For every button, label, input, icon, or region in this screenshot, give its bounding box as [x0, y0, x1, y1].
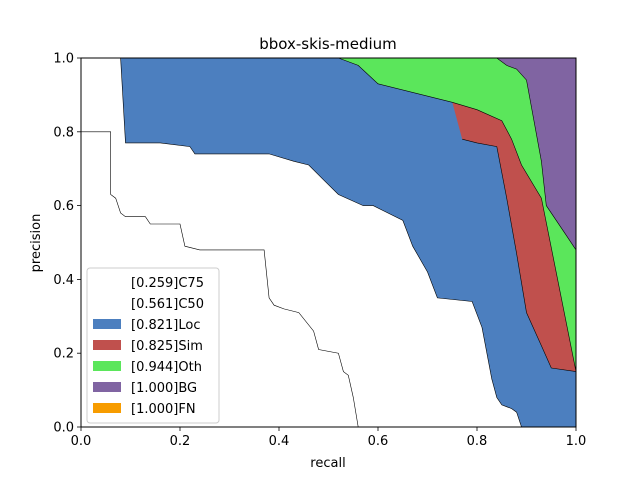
legend-swatch: [93, 361, 121, 371]
area-loc: [120, 58, 576, 427]
x-tick-label: 1.0: [566, 434, 587, 449]
legend-swatch: [93, 382, 121, 392]
legend-label: [0.561]C50: [131, 297, 204, 312]
area-sim: [145, 58, 576, 372]
legend-label: [1.000]FN: [131, 402, 196, 417]
x-tick-label: 0.4: [269, 434, 290, 449]
line-oth: [145, 57, 577, 372]
legend-label: [1.000]BG: [131, 381, 197, 396]
y-tick-label: 0.8: [53, 125, 74, 140]
legend-swatch: [93, 319, 121, 329]
legend-swatch: [93, 277, 121, 287]
legend-swatch: [93, 340, 121, 350]
legend-label: [0.944]Oth: [131, 360, 202, 375]
legend-label: [0.259]C75: [131, 276, 204, 291]
legend-label: [0.821]Loc: [131, 318, 200, 333]
y-axis: 0.0 0.2 0.4 0.6 0.8 1.0: [53, 52, 81, 436]
line-loc: [120, 57, 576, 428]
legend: [0.259]C75 [0.561]C50 [0.821]Loc [0.825]Sim…: [86, 267, 220, 424]
x-axis: 0.0 0.2 0.4 0.6 0.8 1.0: [71, 427, 587, 449]
y-tick-label: 0.0: [53, 421, 74, 436]
legend-label: [0.825]Sim: [131, 339, 203, 354]
y-tick-label: 0.4: [53, 273, 74, 288]
x-tick-label: 0.0: [71, 434, 92, 449]
x-axis-label: recall: [310, 456, 345, 471]
line-c75: [81, 131, 359, 428]
x-tick-label: 0.6: [368, 434, 389, 449]
y-tick-label: 0.6: [53, 199, 74, 214]
legend-swatch: [93, 403, 121, 413]
line-bg: [343, 57, 577, 251]
chart-title: bbox-skis-medium: [259, 35, 397, 53]
line-sim: [462, 138, 577, 372]
legend-swatch: [93, 298, 121, 308]
x-tick-label: 0.8: [467, 434, 488, 449]
axes-frame: [80, 57, 577, 428]
y-tick-label: 0.2: [53, 347, 74, 362]
y-axis-label: precision: [29, 214, 44, 273]
y-tick-label: 1.0: [53, 52, 74, 67]
x-tick-label: 0.2: [170, 434, 191, 449]
area-bg: [343, 58, 576, 250]
